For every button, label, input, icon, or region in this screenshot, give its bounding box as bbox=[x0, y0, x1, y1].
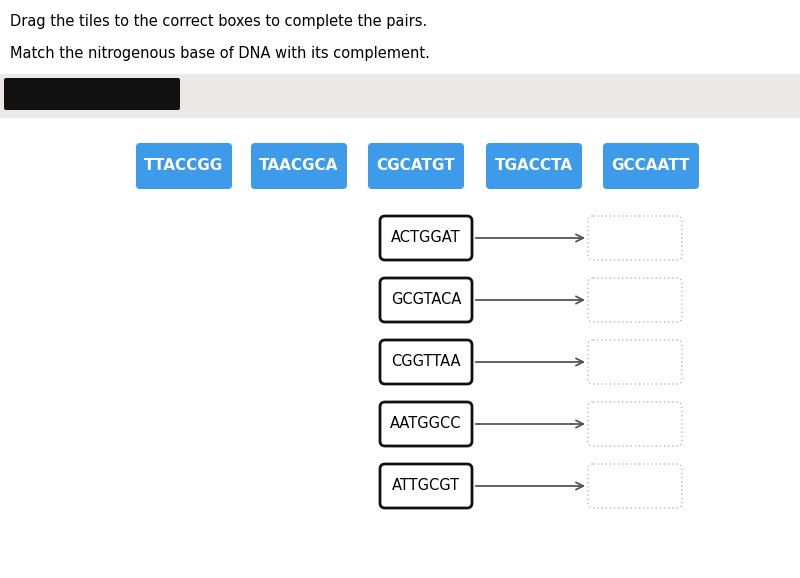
FancyBboxPatch shape bbox=[588, 340, 682, 384]
FancyBboxPatch shape bbox=[4, 78, 180, 110]
Text: GCGTACA: GCGTACA bbox=[391, 292, 461, 307]
FancyBboxPatch shape bbox=[588, 216, 682, 260]
Text: ATTGCGT: ATTGCGT bbox=[392, 479, 460, 494]
FancyBboxPatch shape bbox=[368, 143, 464, 189]
Text: CGCATGT: CGCATGT bbox=[377, 158, 455, 173]
FancyBboxPatch shape bbox=[588, 402, 682, 446]
FancyBboxPatch shape bbox=[136, 143, 232, 189]
Text: CGGTTAA: CGGTTAA bbox=[391, 354, 461, 369]
Text: TTACCGG: TTACCGG bbox=[144, 158, 224, 173]
Text: ACTGGAT: ACTGGAT bbox=[391, 231, 461, 246]
FancyBboxPatch shape bbox=[380, 278, 472, 322]
FancyBboxPatch shape bbox=[486, 143, 582, 189]
Text: Drag the tiles to the correct boxes to complete the pairs.: Drag the tiles to the correct boxes to c… bbox=[10, 14, 427, 29]
FancyBboxPatch shape bbox=[380, 402, 472, 446]
FancyBboxPatch shape bbox=[603, 143, 699, 189]
Text: TAACGCA: TAACGCA bbox=[259, 158, 338, 173]
FancyBboxPatch shape bbox=[380, 464, 472, 508]
FancyBboxPatch shape bbox=[588, 464, 682, 508]
Bar bbox=[0, 74, 800, 118]
FancyBboxPatch shape bbox=[251, 143, 347, 189]
Text: TGACCTA: TGACCTA bbox=[495, 158, 573, 173]
FancyBboxPatch shape bbox=[380, 216, 472, 260]
Text: GCCAATT: GCCAATT bbox=[612, 158, 690, 173]
FancyBboxPatch shape bbox=[380, 340, 472, 384]
FancyBboxPatch shape bbox=[588, 278, 682, 322]
Text: AATGGCC: AATGGCC bbox=[390, 417, 462, 432]
Text: Match the nitrogenous base of DNA with its complement.: Match the nitrogenous base of DNA with i… bbox=[10, 46, 430, 61]
